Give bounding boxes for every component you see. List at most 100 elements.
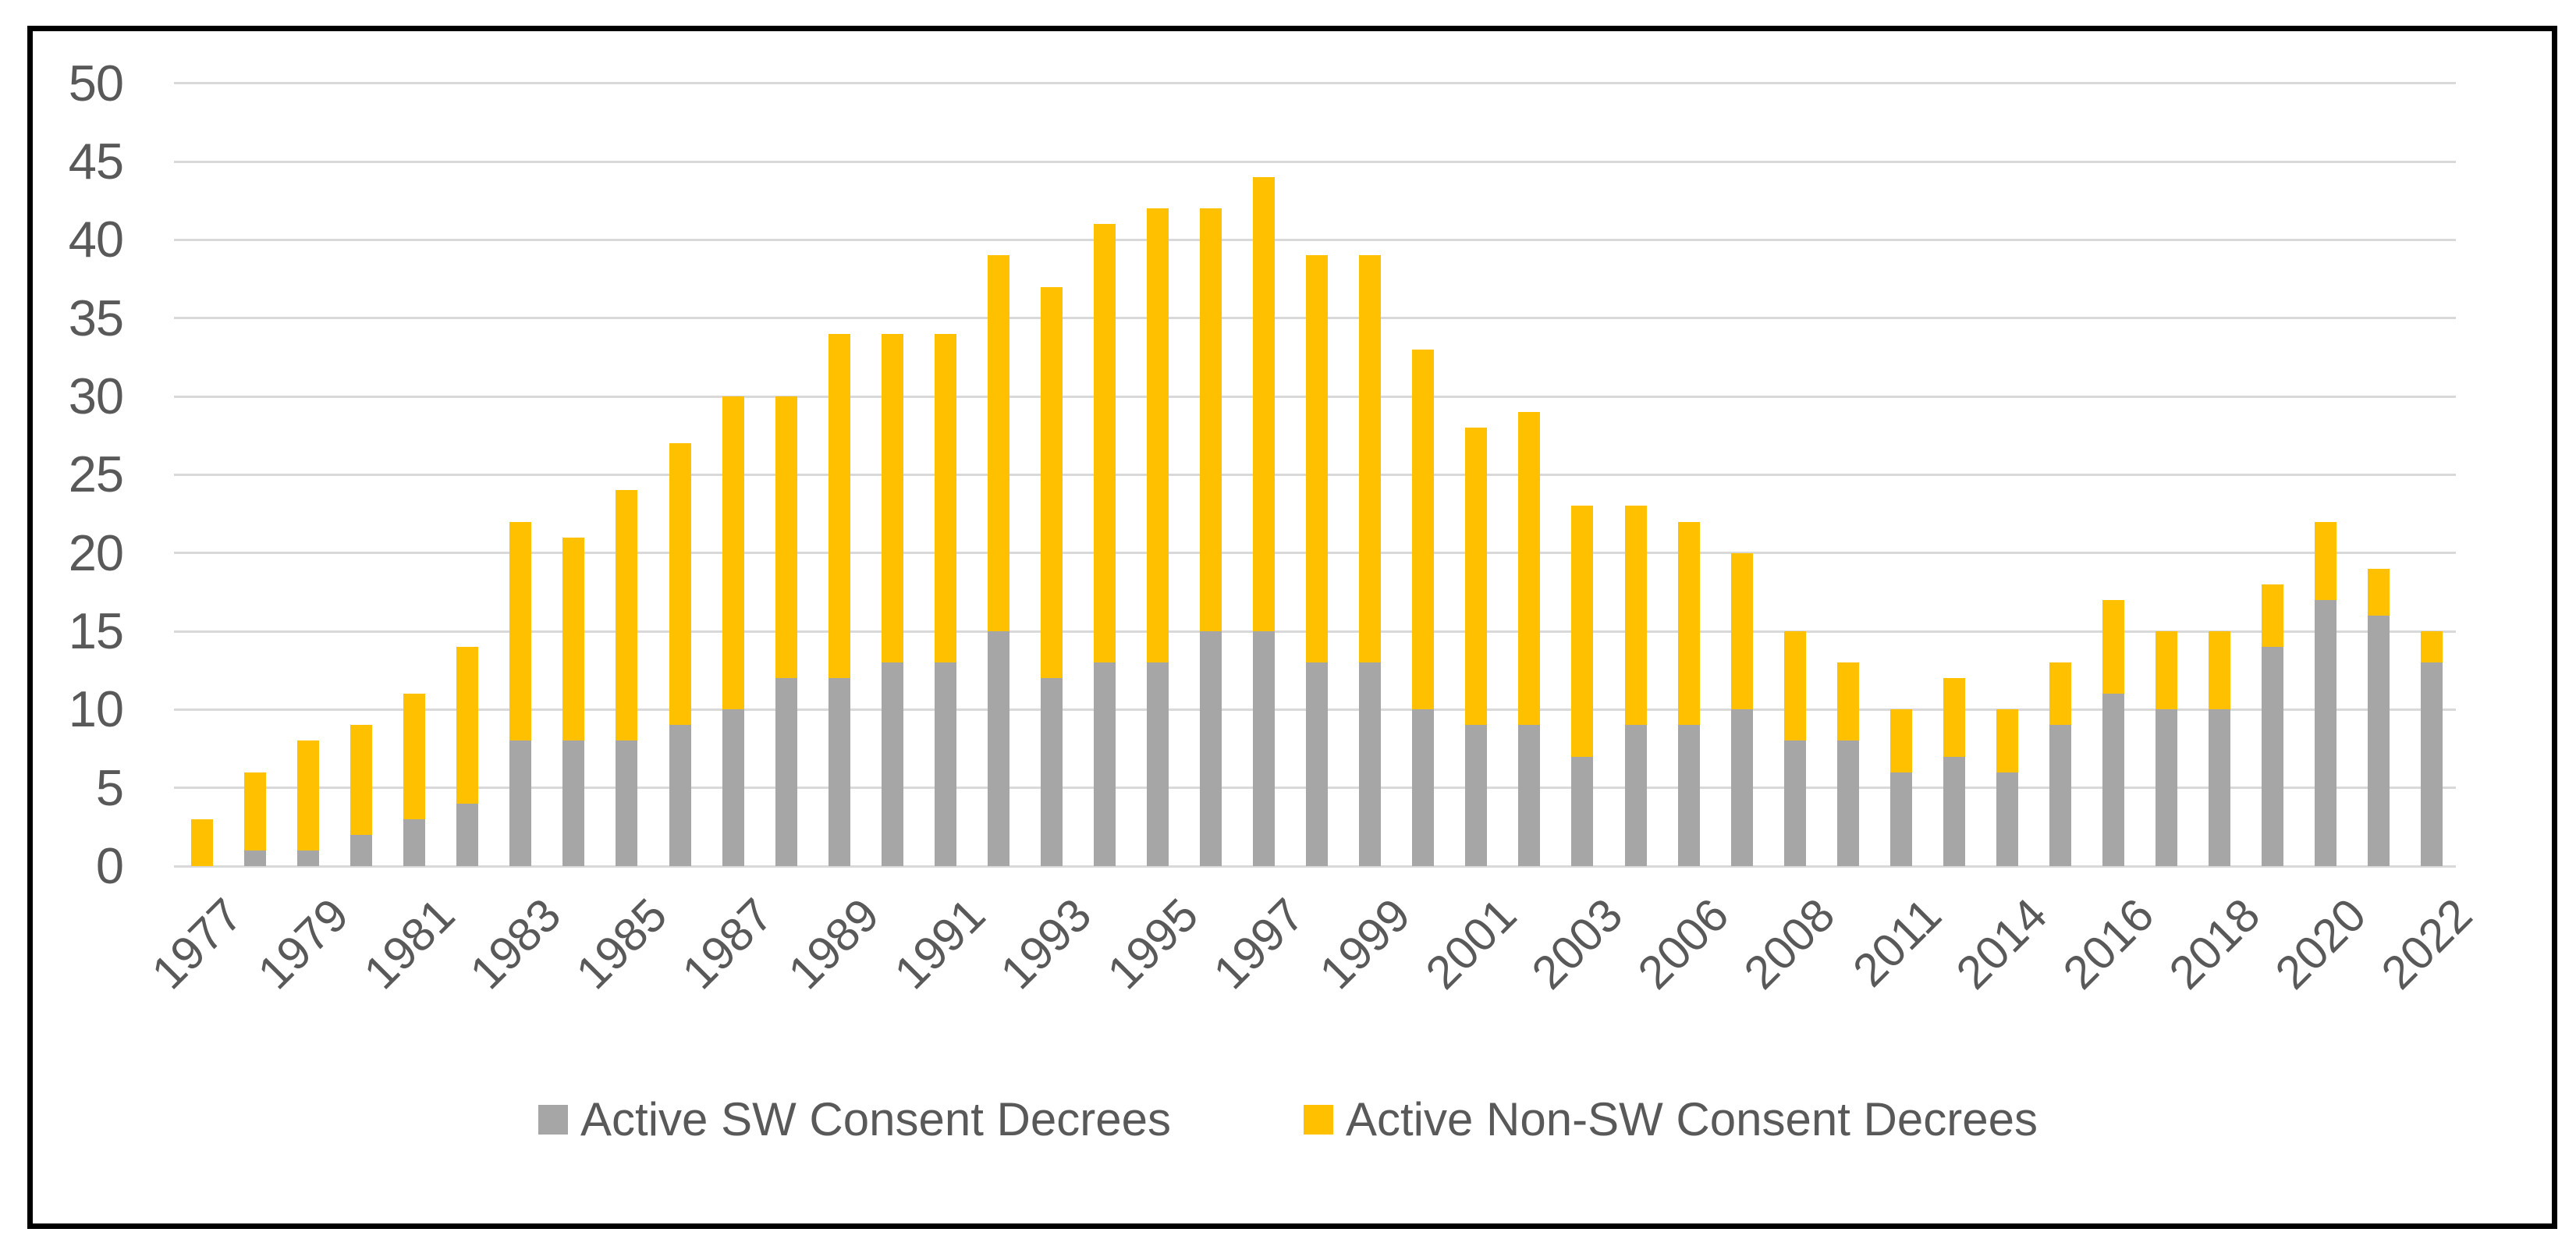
y-tick-label-15: 15 (68, 602, 124, 659)
bar-sw-col-20[interactable] (1200, 631, 1222, 866)
bar-nonsw-1995[interactable] (1147, 208, 1169, 663)
bar-sw-1985[interactable] (616, 740, 638, 866)
y-tick-label-50: 50 (68, 54, 124, 112)
bar-nonsw-2018[interactable] (2209, 631, 2231, 710)
bar-sw-col-4[interactable] (350, 834, 373, 866)
bar-sw-col-26[interactable] (1518, 725, 1541, 866)
bar-sw-col-24[interactable] (1412, 709, 1435, 866)
bar-sw-2011[interactable] (1889, 772, 1912, 866)
bar-nonsw-col-16[interactable] (987, 255, 1009, 631)
bar-nonsw-1979[interactable] (297, 740, 320, 850)
gridline-50 (174, 82, 2456, 85)
bar-nonsw-2006[interactable] (1677, 521, 1700, 726)
bar-nonsw-col-2[interactable] (244, 772, 267, 850)
bar-nonsw-1999[interactable] (1359, 255, 1382, 663)
bar-sw-1995[interactable] (1147, 662, 1169, 866)
bar-sw-col-36[interactable] (2049, 725, 2071, 866)
bar-sw-2020[interactable] (2315, 599, 2337, 866)
bar-nonsw-col-14[interactable] (881, 333, 903, 663)
bar-sw-1981[interactable] (403, 819, 426, 866)
bar-nonsw-col-32[interactable] (1836, 662, 1859, 741)
bar-sw-col-8[interactable] (562, 740, 585, 866)
bar-nonsw-col-22[interactable] (1306, 255, 1329, 663)
bar-nonsw-col-4[interactable] (350, 725, 373, 835)
y-tick-label-40: 40 (68, 211, 124, 268)
bar-nonsw-2008[interactable] (1783, 631, 1806, 741)
bar-nonsw-2011[interactable] (1889, 709, 1912, 772)
bar-nonsw-1983[interactable] (509, 521, 532, 741)
bar-sw-col-6[interactable] (456, 803, 479, 866)
bar-sw-1993[interactable] (1040, 678, 1063, 866)
bar-sw-col-10[interactable] (669, 725, 691, 866)
bar-nonsw-2020[interactable] (2315, 521, 2337, 600)
bar-sw-col-42[interactable] (2368, 615, 2390, 866)
y-tick-label-20: 20 (68, 524, 124, 581)
bar-sw-2014[interactable] (1996, 772, 2018, 866)
bar-nonsw-2016[interactable] (2102, 599, 2125, 694)
bar-sw-2006[interactable] (1677, 725, 1700, 866)
bar-nonsw-col-26[interactable] (1518, 412, 1541, 726)
bar-sw-1983[interactable] (509, 740, 532, 866)
bar-nonsw-col-42[interactable] (2368, 568, 2390, 616)
bar-nonsw-1987[interactable] (722, 396, 744, 710)
bar-sw-col-12[interactable] (775, 678, 797, 866)
bar-nonsw-col-34[interactable] (1943, 678, 1965, 757)
bar-nonsw-2001[interactable] (1465, 428, 1488, 726)
bar-sw-1999[interactable] (1359, 662, 1382, 866)
bar-nonsw-2003[interactable] (1571, 506, 1594, 757)
bar-sw-col-18[interactable] (1093, 662, 1116, 866)
bar-sw-1979[interactable] (297, 850, 320, 866)
bar-nonsw-1993[interactable] (1040, 286, 1063, 679)
bar-nonsw-1991[interactable] (934, 333, 956, 663)
bar-nonsw-col-6[interactable] (456, 647, 479, 804)
bar-sw-col-16[interactable] (987, 631, 1009, 866)
bar-sw-col-14[interactable] (881, 662, 903, 866)
bar-sw-1997[interactable] (1253, 631, 1276, 866)
bar-sw-2008[interactable] (1783, 740, 1806, 866)
gridline-45 (174, 160, 2456, 163)
bar-nonsw-col-28[interactable] (1624, 506, 1647, 726)
bar-sw-2016[interactable] (2102, 694, 2125, 866)
bar-sw-col-34[interactable] (1943, 756, 1965, 866)
bar-nonsw-col-12[interactable] (775, 396, 797, 679)
bar-nonsw-2014[interactable] (1996, 709, 2018, 772)
bar-nonsw-col-20[interactable] (1200, 208, 1222, 631)
bar-nonsw-col-40[interactable] (2262, 584, 2284, 648)
bar-sw-1991[interactable] (934, 662, 956, 866)
bar-sw-2018[interactable] (2209, 709, 2231, 866)
y-tick-label-35: 35 (68, 289, 124, 346)
legend-item-nonsw[interactable]: Active Non-SW Consent Decrees (1303, 1092, 2038, 1147)
bar-nonsw-1981[interactable] (403, 694, 426, 819)
bar-sw-col-32[interactable] (1836, 740, 1859, 866)
bar-sw-col-30[interactable] (1730, 709, 1753, 866)
legend-label-sw: Active SW Consent Decrees (580, 1093, 1171, 1145)
bar-nonsw-1985[interactable] (616, 490, 638, 741)
bar-nonsw-col-36[interactable] (2049, 662, 2071, 726)
bar-nonsw-col-8[interactable] (562, 537, 585, 741)
chart-border (27, 26, 2557, 1229)
bar-nonsw-col-30[interactable] (1730, 552, 1753, 710)
bar-sw-col-22[interactable] (1306, 662, 1329, 866)
y-tick-label-10: 10 (68, 680, 124, 738)
bar-nonsw-col-18[interactable] (1093, 224, 1116, 663)
bar-nonsw-col-10[interactable] (669, 443, 691, 726)
bar-nonsw-2022[interactable] (2421, 631, 2443, 663)
bar-sw-col-38[interactable] (2156, 709, 2178, 866)
bar-sw-col-40[interactable] (2262, 647, 2284, 866)
bar-nonsw-1997[interactable] (1253, 177, 1276, 631)
legend-item-sw[interactable]: Active SW Consent Decrees (538, 1092, 1171, 1147)
bar-nonsw-1989[interactable] (828, 333, 850, 679)
bar-sw-2022[interactable] (2421, 662, 2443, 866)
bar-sw-2001[interactable] (1465, 725, 1488, 866)
bar-sw-1989[interactable] (828, 678, 850, 866)
bar-sw-col-2[interactable] (244, 850, 267, 866)
bar-nonsw-1977[interactable] (191, 819, 213, 866)
bar-sw-col-28[interactable] (1624, 725, 1647, 866)
y-tick-label-45: 45 (68, 133, 124, 190)
bar-nonsw-col-38[interactable] (2156, 631, 2178, 710)
legend: Active SW Consent Decrees Active Non-SW … (0, 1092, 2576, 1147)
bar-nonsw-col-24[interactable] (1412, 349, 1435, 710)
bar-sw-2003[interactable] (1571, 756, 1594, 866)
bar-sw-1987[interactable] (722, 709, 744, 866)
